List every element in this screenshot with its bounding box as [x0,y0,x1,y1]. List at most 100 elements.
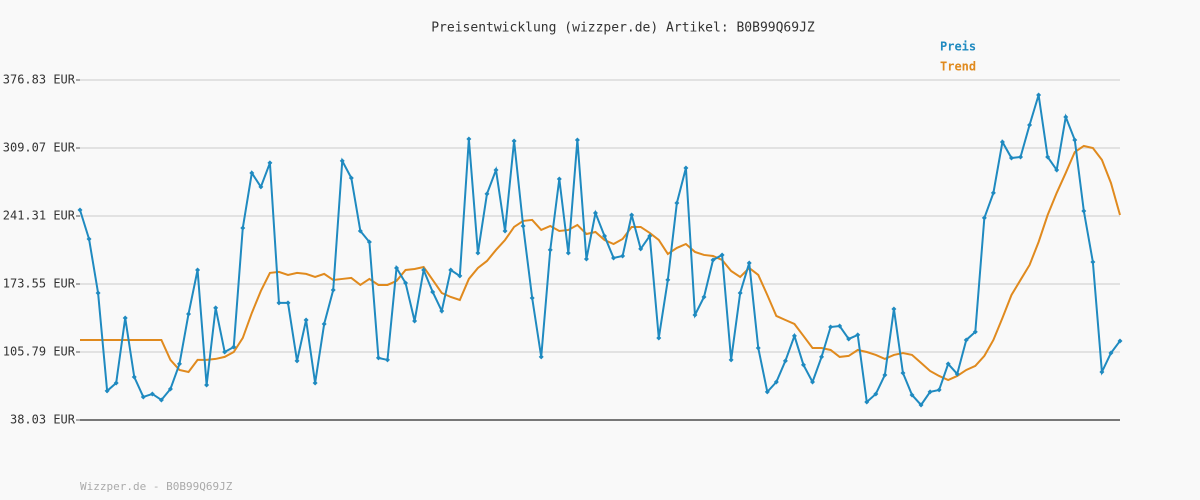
point-marker [249,170,255,176]
point-marker [1054,167,1060,173]
point-marker [222,349,228,355]
point-marker [800,362,806,368]
y-tick-label: 38.03 EUR [10,413,76,427]
point-marker [430,289,436,295]
y-tick-label: 105.79 EUR [3,345,76,359]
point-marker [484,191,490,197]
point-marker [95,290,101,296]
point-marker [529,295,535,301]
point-marker [231,344,237,350]
point-marker [647,233,653,239]
point-marker [394,265,400,271]
point-marker [1036,92,1042,98]
point-marker [828,324,834,330]
point-marker [1099,369,1105,375]
point-marker [403,280,409,286]
point-marker [339,158,345,164]
point-marker [629,212,635,218]
point-marker [1072,137,1078,143]
point-marker [565,250,571,256]
point-marker [303,317,309,323]
point-marker [86,236,92,242]
point-marker [810,379,816,385]
point-marker [728,357,734,363]
point-marker [882,372,888,378]
point-marker [421,267,427,273]
point-marker [366,239,372,245]
chart-title: Preisentwicklung (wizzper.de) Artikel: B… [431,21,815,36]
point-marker [330,287,336,293]
point-marker [909,392,915,398]
point-marker [140,394,146,400]
point-marker [448,267,454,273]
point-marker [538,354,544,360]
point-marker [511,138,517,144]
point-marker [764,389,770,395]
point-marker [638,246,644,252]
point-marker [412,318,418,324]
point-marker [195,267,201,273]
point-marker [457,273,463,279]
point-marker [602,233,608,239]
y-tick-label: 241.31 EUR [3,209,76,223]
y-tick-label: 376.83 EUR [3,73,76,87]
point-marker [186,311,192,317]
point-marker [520,223,526,229]
point-marker [240,225,246,231]
point-marker [1108,350,1114,356]
series-line [79,94,1121,407]
point-marker [710,257,716,263]
point-marker [258,184,264,190]
point-marker [918,402,924,408]
point-marker [620,253,626,259]
point-marker [104,388,110,394]
point-marker [312,380,318,386]
point-marker [990,190,996,196]
point-marker [1008,155,1014,161]
point-marker [375,355,381,361]
point-marker [475,250,481,256]
point-marker [791,333,797,339]
point-marker [719,252,725,258]
point-marker [611,255,617,261]
point-marker [936,387,942,393]
point-marker [746,260,752,266]
point-marker [384,357,390,363]
point-marker [204,382,210,388]
point-marker [701,294,707,300]
point-marker [285,300,291,306]
point-marker [149,391,155,397]
point-marker [972,329,978,335]
point-marker [692,312,698,318]
point-marker [131,374,137,380]
point-marker [819,354,825,360]
y-tick-label: 309.07 EUR [3,141,76,155]
point-marker [864,399,870,405]
point-marker [1081,208,1087,214]
point-marker [782,358,788,364]
point-marker [1018,154,1024,160]
y-tick-label: 173.55 EUR [3,277,76,291]
point-marker [493,167,499,173]
point-marker [945,361,951,367]
point-marker [773,379,779,385]
point-marker [439,308,445,314]
point-marker [1117,338,1123,344]
point-marker [1090,259,1096,265]
series-line [80,144,1121,382]
point-marker [167,386,173,392]
point-marker [574,137,580,143]
footer: Wizzper.de - B0B99Q69JZ [80,480,233,493]
point-marker [963,337,969,343]
point-marker [846,336,852,342]
point-marker [583,256,589,262]
point-marker [737,290,743,296]
point-marker [276,300,282,306]
point-marker [122,315,128,321]
point-marker [158,397,164,403]
point-marker [1027,122,1033,128]
point-marker [357,228,363,234]
point-marker [547,247,553,253]
point-marker [556,176,562,182]
